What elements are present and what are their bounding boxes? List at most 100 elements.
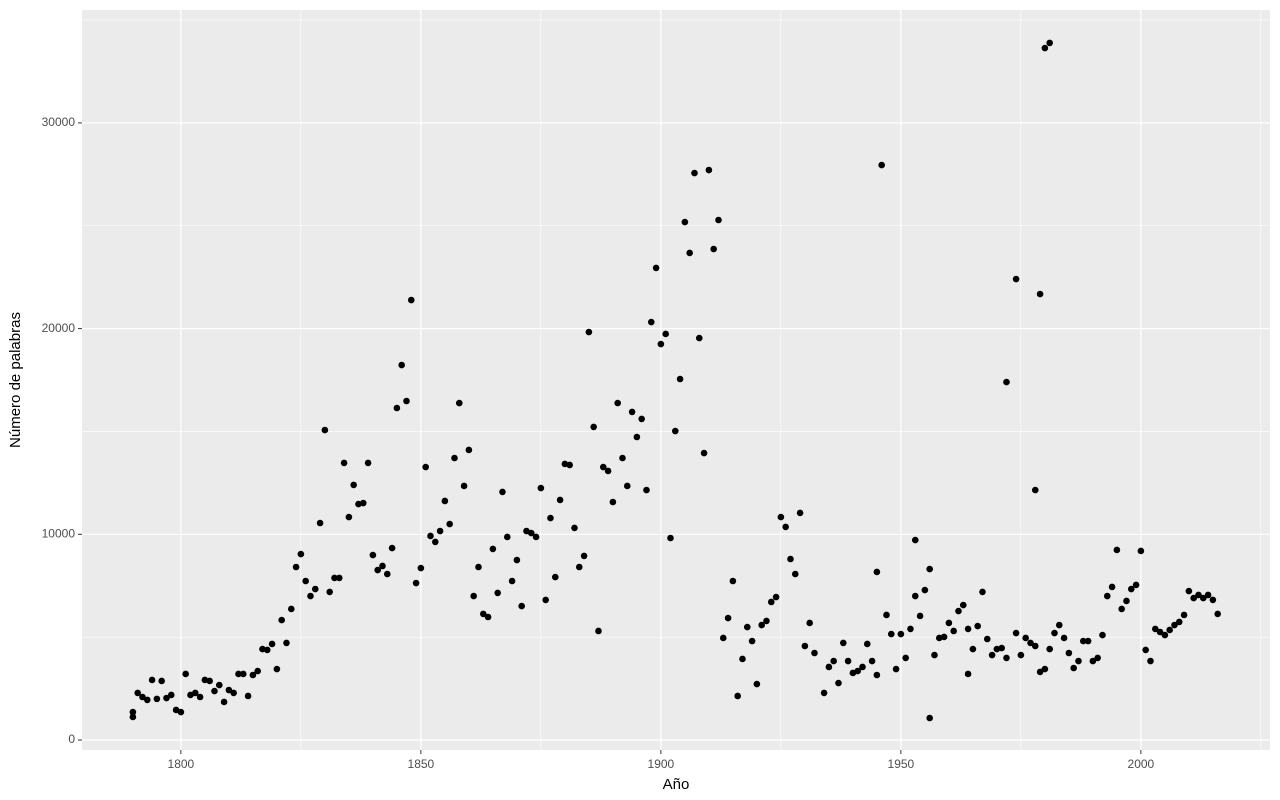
- point: [513, 556, 521, 564]
- point: [926, 714, 933, 722]
- point: [926, 565, 933, 573]
- point: [844, 657, 852, 665]
- point: [235, 670, 242, 678]
- point: [278, 616, 285, 624]
- point: [139, 693, 146, 701]
- x-tick-label: 1900: [648, 757, 675, 771]
- point: [739, 655, 746, 663]
- point: [1103, 592, 1111, 600]
- point: [283, 639, 290, 647]
- point: [556, 496, 564, 504]
- point: [647, 318, 655, 326]
- point: [839, 639, 847, 647]
- point: [705, 166, 713, 174]
- point: [1099, 631, 1106, 639]
- point: [182, 670, 189, 678]
- point: [383, 570, 391, 578]
- point: [503, 533, 511, 541]
- point: [225, 686, 233, 694]
- x-tick-label: 2000: [1128, 757, 1155, 771]
- point: [547, 514, 554, 522]
- point: [1065, 649, 1073, 657]
- point: [691, 169, 698, 177]
- point: [479, 610, 487, 618]
- point: [753, 680, 761, 688]
- point: [321, 426, 329, 434]
- y-tick-label: 10000: [42, 526, 76, 540]
- point: [508, 577, 516, 585]
- point: [878, 161, 885, 169]
- point: [1123, 597, 1130, 605]
- point: [835, 679, 842, 687]
- point: [1051, 629, 1058, 637]
- point: [1190, 594, 1197, 602]
- point: [1041, 44, 1049, 52]
- point: [527, 529, 535, 537]
- point: [542, 596, 549, 604]
- point: [388, 544, 396, 552]
- point: [374, 566, 381, 574]
- point: [763, 617, 770, 625]
- point: [743, 623, 751, 631]
- point: [1046, 39, 1053, 47]
- point: [782, 523, 789, 531]
- point: [441, 497, 449, 505]
- point: [916, 612, 924, 620]
- point: [729, 577, 737, 585]
- point: [643, 486, 650, 494]
- point: [604, 467, 612, 475]
- point: [1161, 631, 1169, 639]
- point: [307, 592, 314, 600]
- point: [863, 640, 871, 648]
- point: [988, 651, 996, 659]
- point: [129, 708, 137, 716]
- point: [964, 625, 972, 633]
- point: [950, 627, 957, 635]
- point: [1041, 665, 1049, 673]
- point: [489, 545, 497, 553]
- point: [446, 520, 453, 528]
- point: [887, 630, 895, 638]
- point: [1031, 486, 1039, 494]
- point: [1089, 657, 1097, 665]
- point: [403, 397, 410, 405]
- point: [791, 570, 799, 578]
- point: [1209, 596, 1217, 604]
- point: [571, 524, 578, 532]
- point: [350, 481, 357, 489]
- point: [676, 375, 684, 383]
- point: [244, 692, 252, 700]
- point: [129, 713, 137, 721]
- point: [311, 585, 319, 593]
- point: [427, 532, 434, 540]
- point: [177, 708, 185, 716]
- point: [287, 605, 295, 613]
- point: [1118, 605, 1125, 613]
- point: [1214, 610, 1221, 618]
- point: [964, 670, 972, 678]
- point: [268, 640, 276, 648]
- point: [998, 644, 1005, 652]
- point: [215, 681, 223, 689]
- point: [211, 687, 218, 695]
- point: [1017, 651, 1025, 659]
- point: [1108, 583, 1116, 591]
- point: [955, 607, 962, 615]
- point: [902, 654, 909, 662]
- point: [167, 691, 175, 699]
- point: [220, 698, 228, 706]
- point: [830, 657, 837, 665]
- x-tick-label: 1950: [888, 757, 915, 771]
- point: [465, 446, 473, 454]
- point: [921, 586, 929, 594]
- point: [969, 645, 977, 653]
- point: [470, 592, 477, 600]
- point: [1075, 657, 1082, 665]
- point: [734, 692, 741, 700]
- x-tick-label: 1800: [168, 757, 195, 771]
- point: [1113, 546, 1121, 554]
- point: [777, 513, 785, 521]
- point: [1137, 547, 1145, 555]
- point: [1060, 634, 1068, 642]
